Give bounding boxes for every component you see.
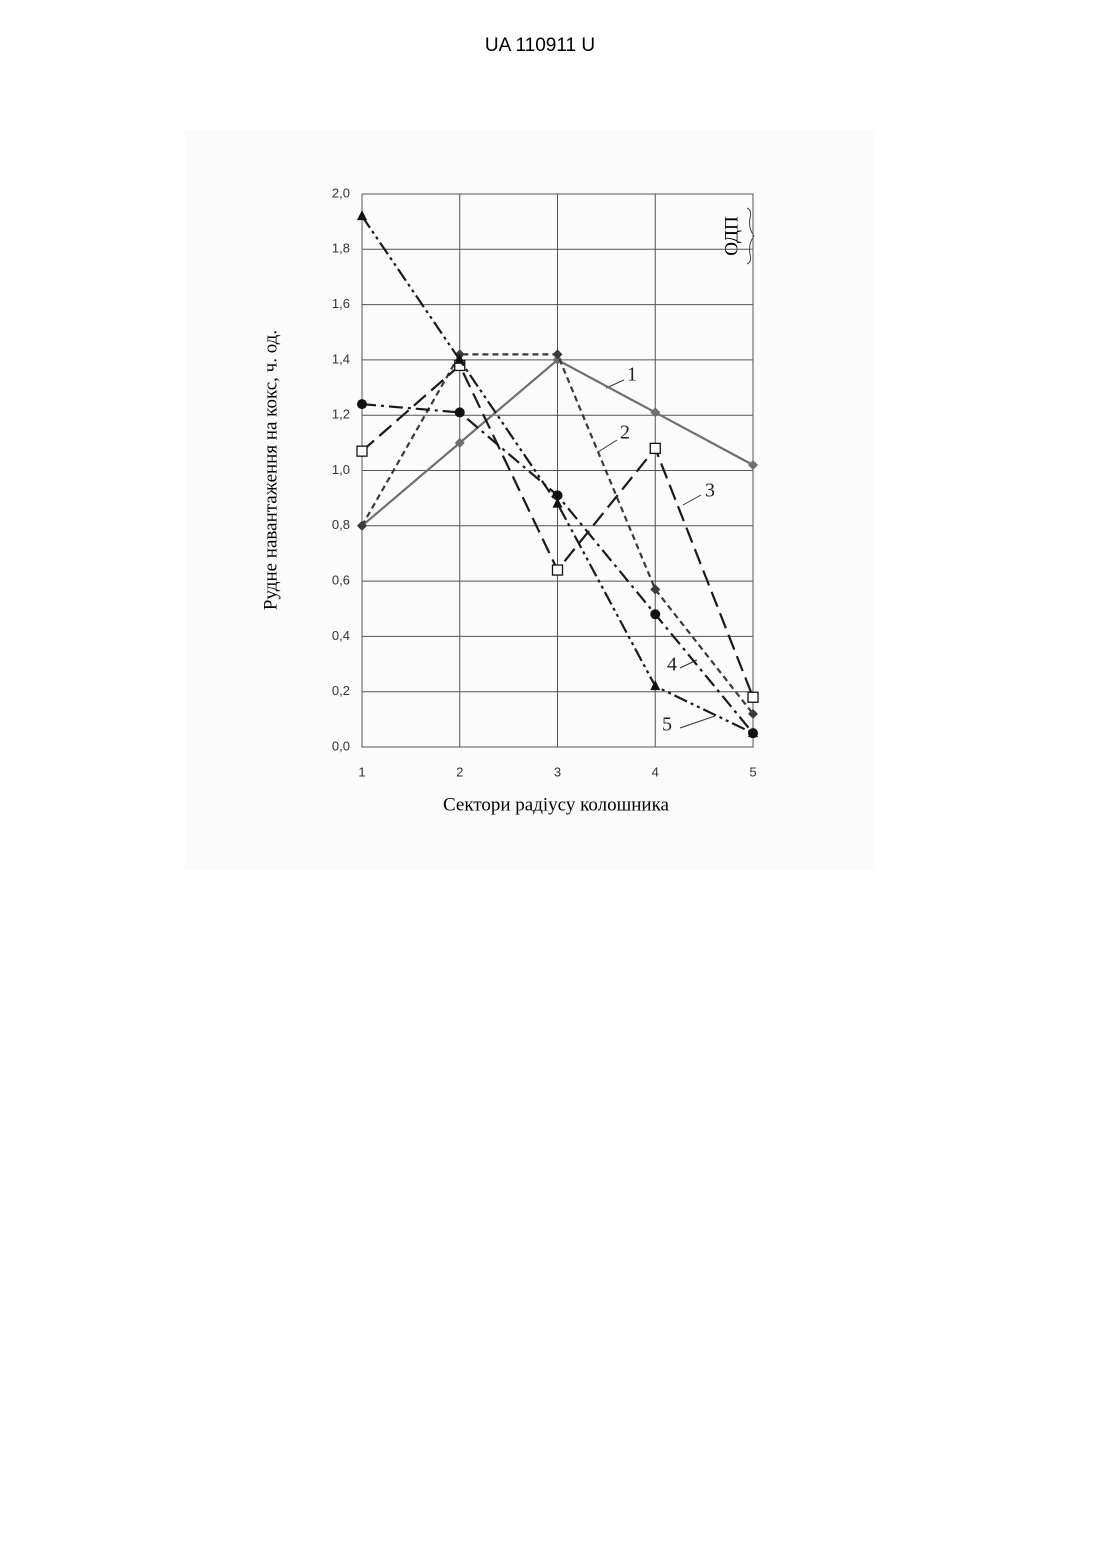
y-tick-label: 0,4 [332, 628, 350, 643]
x-tick-label: 4 [652, 764, 659, 779]
x-tick-label: 3 [554, 764, 561, 779]
y-tick-label: 1,6 [332, 296, 350, 311]
marker [455, 407, 465, 417]
patent-header: UA 110911 U [485, 35, 595, 56]
series-label: 4 [667, 654, 677, 676]
marker [357, 399, 367, 409]
y-tick-label: 1,0 [332, 462, 350, 477]
series-label: 1 [627, 364, 637, 386]
x-axis-label: Сектори радіусу колошника [443, 794, 670, 815]
y-axis-label: Рудне навантаження на кокс, ч. од. [260, 330, 281, 610]
marker [748, 692, 758, 702]
y-tick-label: 1,4 [332, 351, 350, 366]
y-tick-label: 2,0 [332, 185, 350, 200]
marker [553, 565, 563, 575]
y-tick-label: 0,8 [332, 517, 350, 532]
x-tick-label: 5 [749, 764, 756, 779]
series-label: 2 [620, 422, 630, 444]
y-tick-label: 1,2 [332, 407, 350, 422]
marker [650, 443, 660, 453]
y-tick-label: 0,2 [332, 683, 350, 698]
y-tick-label: 0,6 [332, 573, 350, 588]
x-tick-label: 1 [358, 764, 365, 779]
figure-background [185, 130, 875, 870]
y-tick-label: 1,8 [332, 241, 350, 256]
series-label: 3 [705, 480, 715, 502]
x-tick-label: 2 [456, 764, 463, 779]
y-tick-label: 0,0 [332, 738, 350, 753]
marker [357, 446, 367, 456]
marker [650, 609, 660, 619]
series-label: 5 [662, 714, 672, 736]
page: UA 110911 U Рудне навантаження на кокс, … [0, 0, 1101, 1557]
